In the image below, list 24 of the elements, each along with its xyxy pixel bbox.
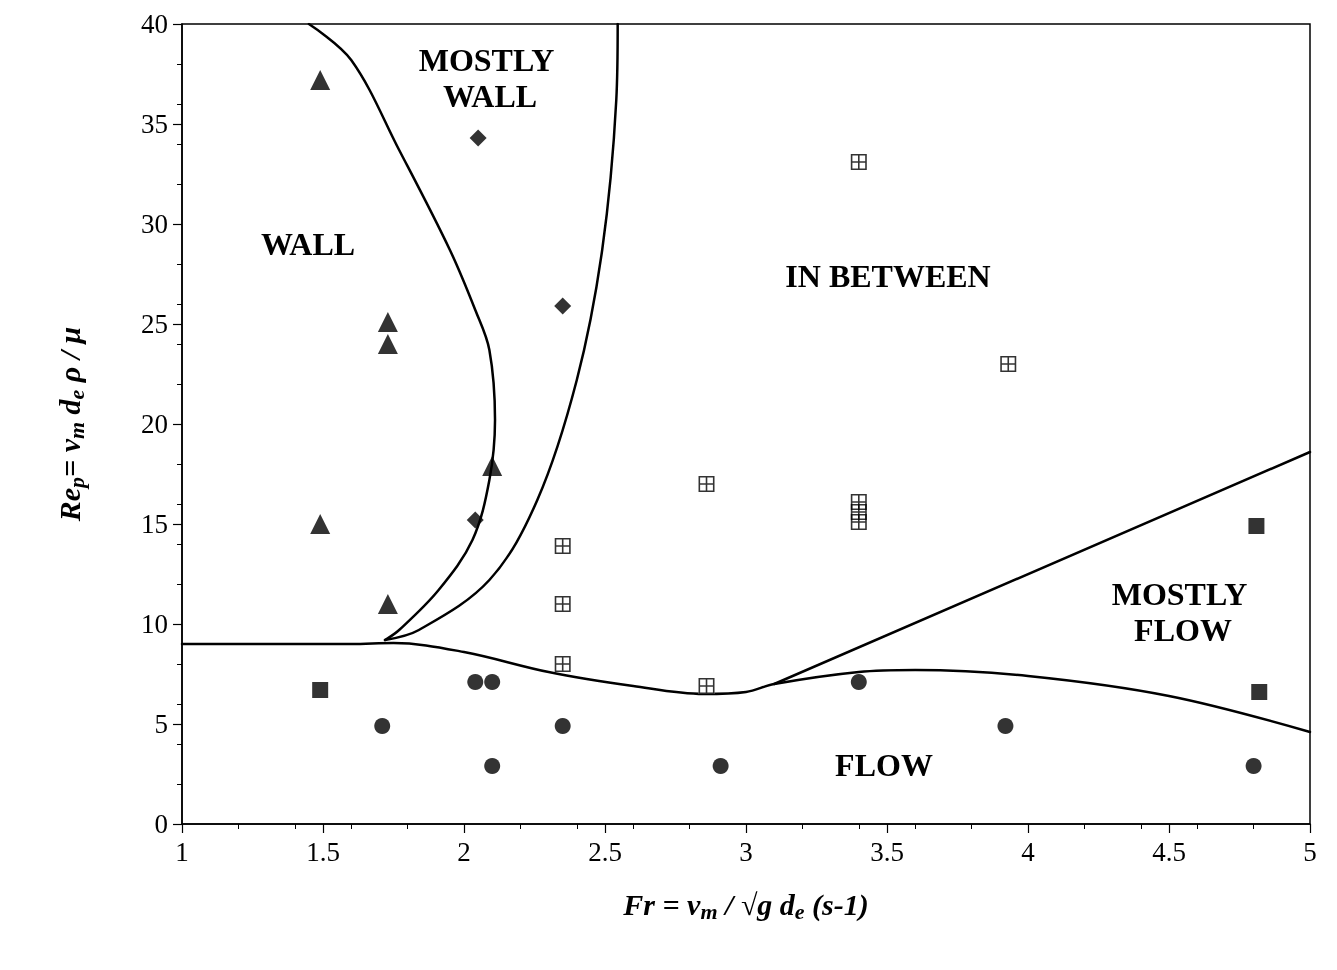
y-tick-label: 30	[141, 209, 168, 239]
y-tick-label: 25	[141, 309, 168, 339]
annotation: IN BETWEEN	[785, 258, 991, 294]
y-tick-label: 35	[141, 109, 168, 139]
x-tick-label: 4.5	[1152, 836, 1186, 867]
y-tick-label: 10	[141, 609, 168, 639]
y-tick-label: 15	[141, 509, 168, 539]
y-axis-title: Rep= vm de ρ / μ	[52, 326, 89, 523]
x-tick-label: 3.5	[870, 836, 904, 867]
annotation: WALL	[260, 226, 356, 262]
x-tick-label: 3	[739, 836, 753, 867]
y-tick-label: 40	[141, 9, 168, 39]
x-tick-label: 4	[1021, 836, 1036, 867]
x-tick-label: 1.5	[306, 836, 340, 867]
y-tick-label: 5	[154, 709, 168, 739]
x-tick-label: 2.5	[588, 836, 622, 867]
y-tick-label: 20	[141, 409, 168, 439]
annotation: MOSTLY FLOW	[1111, 576, 1255, 648]
x-tick-label: 5	[1303, 836, 1317, 867]
annotation: FLOW	[835, 747, 933, 783]
annotation: MOSTLY WALL	[418, 42, 562, 114]
x-tick-label: 2	[457, 836, 471, 867]
y-tick-label: 0	[154, 809, 168, 839]
x-tick-label: 1	[175, 836, 189, 867]
